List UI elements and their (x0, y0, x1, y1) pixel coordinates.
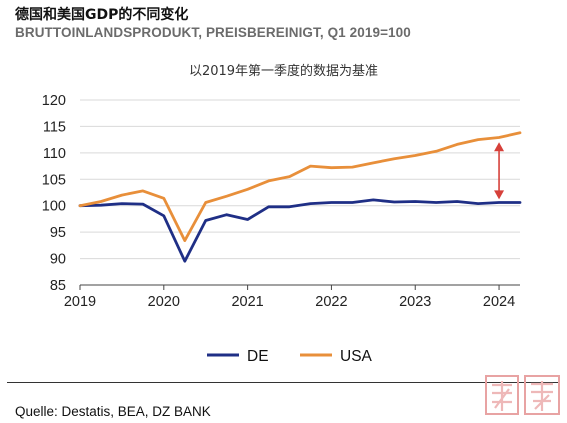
series-line-de (78, 198, 522, 263)
legend-label: DE (247, 348, 269, 365)
y-tick-label: 85 (50, 278, 66, 294)
x-tick-label: 2019 (64, 294, 96, 310)
watermark-seal (485, 375, 560, 415)
x-tick-label: 2021 (231, 294, 263, 310)
footer-divider (7, 382, 560, 383)
chart-title: 德国和美国GDP的不同变化 (15, 7, 189, 23)
x-tick-label: 2023 (399, 294, 431, 310)
y-tick-label: 100 (42, 199, 66, 215)
chart-subtitle: BRUTTOINLANDSPRODUKT, PREISBEREINIGT, Q1… (15, 25, 411, 40)
gap-arrow-annotation (494, 142, 505, 200)
x-tick-label: 2022 (315, 294, 347, 310)
x-tick-label: 2020 (148, 294, 180, 310)
y-tick-label: 90 (50, 252, 66, 268)
legend-label: USA (340, 348, 373, 365)
y-tick-label: 110 (43, 146, 66, 162)
x-tick-label: 2024 (483, 294, 515, 310)
gap-arrow-head-up (494, 142, 505, 152)
y-tick-label: 120 (42, 93, 66, 109)
y-tick-label: 105 (42, 172, 66, 188)
gap-arrow-head-down (494, 190, 505, 200)
chart-note: 以2019年第一季度的数据为基准 (188, 64, 379, 79)
y-tick-label: 115 (43, 119, 66, 135)
series-line-usa (78, 131, 522, 243)
y-tick-label: 95 (50, 225, 66, 241)
source-note: Quelle: Destatis, BEA, DZ BANK (15, 404, 211, 419)
